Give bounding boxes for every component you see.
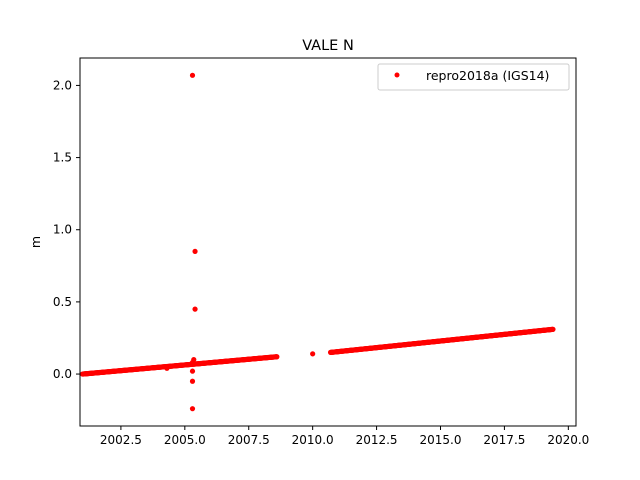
data-point: [550, 326, 556, 332]
x-tick-label: 2015.0: [419, 433, 461, 447]
y-tick-label: 2.0: [53, 78, 72, 92]
x-tick-label: 2005.0: [164, 433, 206, 447]
y-tick-label: 1.0: [53, 223, 72, 237]
data-point: [192, 306, 198, 312]
data-point: [164, 365, 170, 371]
chart-title: VALE N: [302, 38, 354, 54]
data-point: [189, 406, 196, 412]
legend-entry-label: repro2018a (IGS14): [426, 68, 549, 83]
x-tick-label: 2020.0: [547, 433, 589, 447]
y-tick-label: 0.0: [53, 367, 72, 381]
x-tick-label: 2002.5: [100, 433, 142, 447]
y-tick-label: 1.5: [53, 151, 72, 165]
data-point: [189, 378, 196, 384]
data-point: [189, 72, 196, 78]
axes: 2002.5 2005.0 2007.5 2010.0 2012.5 2015.0 2017…: [53, 57, 589, 447]
x-tick-label: 2007.5: [228, 433, 270, 447]
x-tick-label: 2010.0: [292, 433, 334, 447]
data-point: [310, 351, 316, 357]
y-axis-label: m: [28, 236, 43, 248]
data-point: [189, 368, 196, 374]
series-segment-0: [79, 354, 280, 377]
axes-frame: [79, 57, 577, 427]
legend-marker: [394, 72, 400, 78]
legend-box: [377, 63, 570, 91]
y-tick-label: 0.5: [53, 295, 72, 309]
data-point: [274, 354, 280, 360]
plot-area: [79, 72, 556, 412]
data-point: [189, 359, 196, 366]
x-tick-label: 2012.5: [356, 433, 398, 447]
legend: repro2018a (IGS14): [377, 63, 570, 91]
data-point: [192, 248, 198, 254]
series-segment-1: [327, 326, 556, 355]
x-tick-label: 2017.5: [483, 433, 525, 447]
